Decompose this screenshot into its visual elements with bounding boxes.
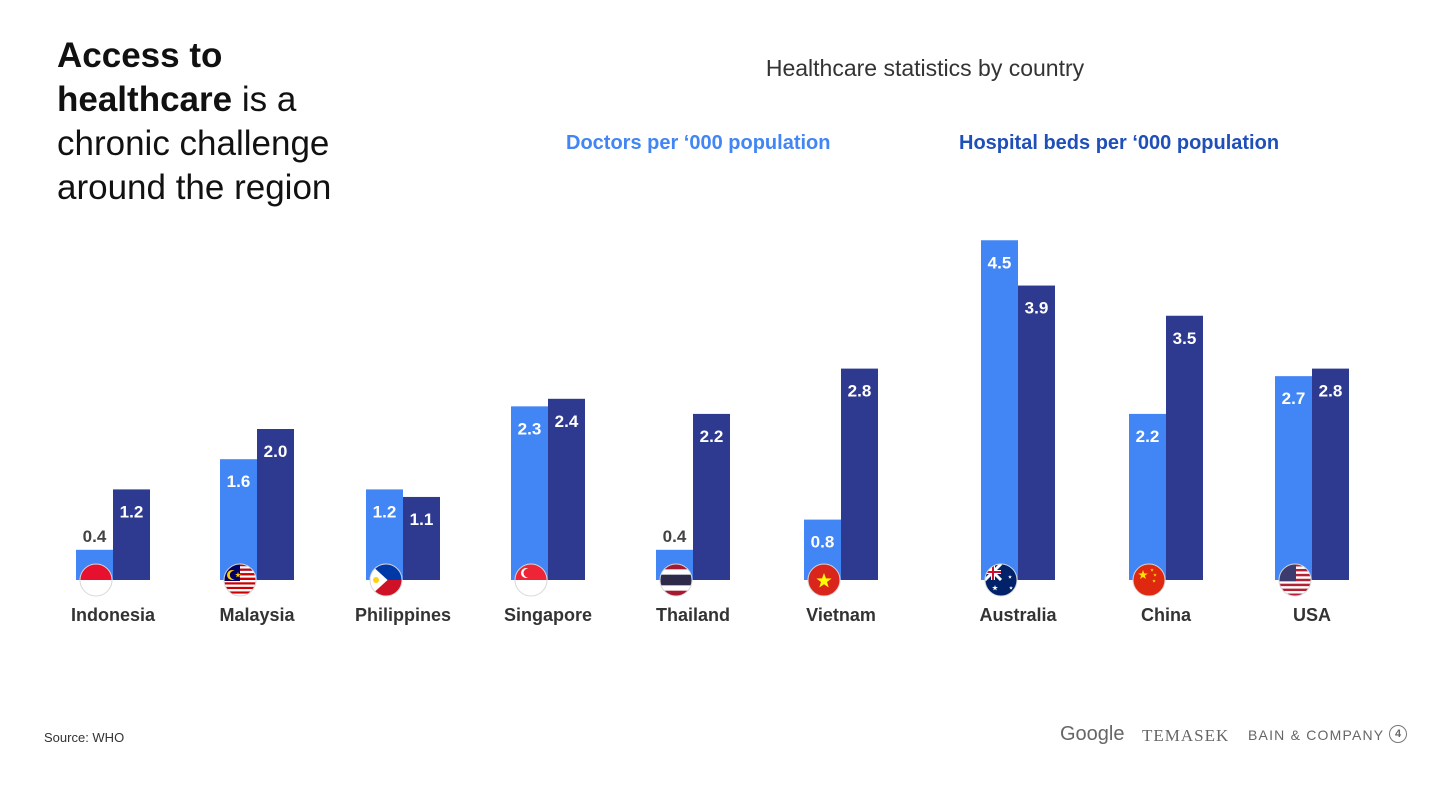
beds-value-label-thailand: 2.2 (700, 427, 724, 446)
china-flag-outline (1132, 563, 1166, 597)
beds-bar-philippines (403, 496, 440, 580)
vietnam-flag-outline (807, 563, 841, 597)
philippines-flag-outline (369, 563, 403, 597)
doctors-bar-australia (981, 240, 1018, 580)
beds-bar-vietnam (841, 368, 878, 580)
category-label-china: China (1141, 605, 1192, 625)
doctors-value-label-philippines: 1.2 (373, 502, 397, 521)
headline-rest-2: chronic challenge (57, 124, 330, 163)
category-label-philippines: Philippines (355, 605, 451, 625)
doctors-value-label-indonesia: 0.4 (83, 527, 107, 546)
doctors-value-label-australia: 4.5 (988, 253, 1012, 272)
beds-value-label-vietnam: 2.8 (848, 382, 872, 401)
doctors-value-label-singapore: 2.3 (518, 419, 542, 438)
category-label-vietnam: Vietnam (806, 605, 876, 625)
category-label-australia: Australia (979, 605, 1057, 625)
headline: Access to healthcare is a chronic challeng… (57, 34, 397, 210)
legend-hospital-beds: Hospital beds per ‘000 population (959, 132, 1280, 154)
beds-bar-thailand (693, 413, 730, 580)
beds-value-label-singapore: 2.4 (555, 412, 579, 431)
beds-bar-australia (1018, 285, 1055, 580)
beds-bar-usa (1312, 368, 1349, 580)
beds-value-label-philippines: 1.1 (410, 510, 434, 529)
beds-value-label-indonesia: 1.2 (120, 502, 144, 521)
beds-bar-china (1166, 315, 1203, 580)
singapore-flag-outline (514, 563, 548, 597)
doctors-value-label-vietnam: 0.8 (811, 533, 835, 552)
australia-flag-icon (985, 564, 1017, 596)
vietnam-flag-icon (808, 564, 840, 596)
doctors-bar-usa (1275, 376, 1312, 580)
doctors-value-label-china: 2.2 (1136, 427, 1160, 446)
category-label-thailand: Thailand (656, 605, 730, 625)
indonesia-flag-icon (80, 564, 112, 596)
malaysia-flag-icon (224, 564, 256, 596)
china-flag-icon (1133, 564, 1165, 596)
beds-bar-singapore (548, 398, 585, 580)
headline-rest-1: is a (232, 80, 297, 119)
beds-value-label-malaysia: 2.0 (264, 442, 288, 461)
malaysia-flag-outline (223, 563, 257, 597)
beds-value-label-china: 3.5 (1173, 329, 1197, 348)
category-label-indonesia: Indonesia (71, 605, 156, 625)
australia-flag-outline (984, 563, 1018, 597)
doctors-bar-malaysia (220, 459, 257, 580)
singapore-flag-icon (515, 564, 547, 596)
philippines-flag-icon (370, 564, 402, 596)
doctors-value-label-thailand: 0.4 (663, 527, 687, 546)
thailand-flag-outline (659, 563, 693, 597)
bain-badge-icon: 4 (1389, 725, 1407, 743)
doctors-bar-china (1129, 413, 1166, 580)
temasek-logo: TEMASEK (1142, 726, 1230, 745)
headline-rest-3: around the region (57, 168, 332, 207)
category-label-usa: USA (1293, 605, 1331, 625)
source-note: Source: WHO (44, 730, 125, 745)
bain-logo: BAIN & COMPANY (1248, 727, 1385, 743)
category-label-singapore: Singapore (504, 605, 592, 625)
beds-value-label-australia: 3.9 (1025, 299, 1049, 318)
category-label-malaysia: Malaysia (219, 605, 295, 625)
beds-bar-malaysia (257, 429, 294, 580)
doctors-bar-singapore (511, 406, 548, 580)
indonesia-flag-outline (79, 563, 113, 597)
legend-doctors: Doctors per ‘000 population (566, 132, 831, 154)
google-logo: Google (1060, 723, 1125, 745)
doctors-value-label-malaysia: 1.6 (227, 472, 251, 491)
beds-bar-indonesia (113, 489, 150, 580)
chart-title: Healthcare statistics by country (765, 55, 1085, 81)
beds-value-label-usa: 2.8 (1319, 382, 1343, 401)
headline-bold-1: Access to (57, 36, 223, 75)
thailand-flag-icon (660, 564, 692, 596)
headline-bold-2: healthcare (57, 80, 233, 119)
doctors-value-label-usa: 2.7 (1282, 389, 1306, 408)
usa-flag-outline (1278, 563, 1312, 597)
